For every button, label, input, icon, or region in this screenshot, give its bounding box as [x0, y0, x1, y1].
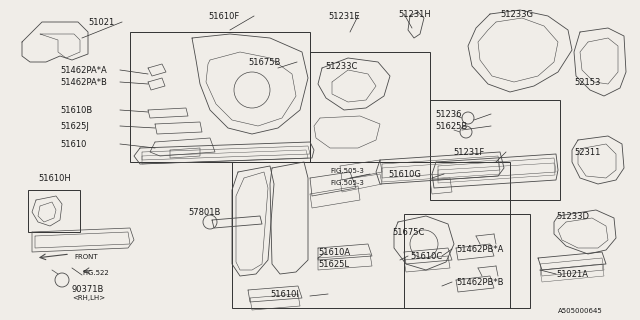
Text: 51462PB*A: 51462PB*A — [456, 245, 504, 254]
Text: 51462PA*B: 51462PA*B — [60, 78, 107, 87]
Bar — [430, 100, 560, 200]
Text: <RH,LH>: <RH,LH> — [72, 295, 105, 301]
Text: 51021: 51021 — [88, 18, 115, 27]
Text: 51233C: 51233C — [325, 62, 357, 71]
Text: 90371B: 90371B — [72, 285, 104, 294]
Bar — [310, 52, 430, 162]
Text: 51625J: 51625J — [60, 122, 89, 131]
Text: 51610G: 51610G — [388, 170, 421, 179]
Text: 51610C: 51610C — [410, 252, 442, 261]
Text: 51610I: 51610I — [270, 290, 299, 299]
Text: 51021A: 51021A — [556, 270, 588, 279]
Text: 51610B: 51610B — [60, 106, 92, 115]
Bar — [130, 32, 310, 162]
Text: 51675B: 51675B — [248, 58, 280, 67]
Text: 51625B: 51625B — [435, 122, 467, 131]
Text: 51231H: 51231H — [398, 10, 431, 19]
Text: 52311: 52311 — [574, 148, 600, 157]
Text: 51231E: 51231E — [328, 12, 360, 21]
Text: 52153: 52153 — [574, 78, 600, 87]
Text: 51625L: 51625L — [318, 260, 349, 269]
Text: 51610A: 51610A — [318, 248, 350, 257]
Text: 51675C: 51675C — [392, 228, 424, 237]
Text: A505000645: A505000645 — [558, 308, 603, 314]
Bar — [28, 190, 80, 232]
Text: FIG.505-3: FIG.505-3 — [330, 180, 364, 186]
Text: 51610F: 51610F — [208, 12, 239, 21]
Text: 51231F: 51231F — [453, 148, 484, 157]
Text: FRONT: FRONT — [74, 254, 98, 260]
Text: 57801B: 57801B — [188, 208, 220, 217]
Text: 51610H: 51610H — [38, 174, 71, 183]
Text: 51462PB*B: 51462PB*B — [456, 278, 504, 287]
Bar — [232, 162, 510, 308]
Text: FIG.522: FIG.522 — [82, 270, 109, 276]
Text: 51233G: 51233G — [500, 10, 533, 19]
Text: 51610: 51610 — [60, 140, 86, 149]
Text: 51233D: 51233D — [556, 212, 589, 221]
Bar — [404, 214, 530, 308]
Text: FIG.505-3: FIG.505-3 — [330, 168, 364, 174]
Text: 51462PA*A: 51462PA*A — [60, 66, 107, 75]
Text: 51236: 51236 — [435, 110, 461, 119]
